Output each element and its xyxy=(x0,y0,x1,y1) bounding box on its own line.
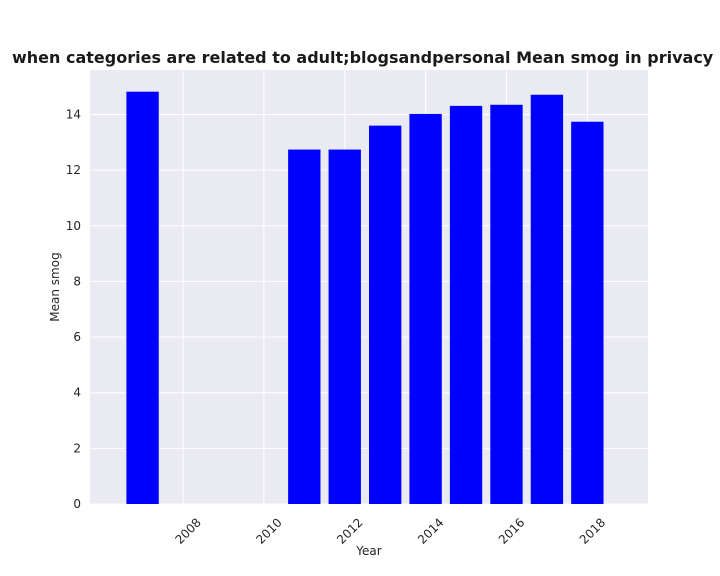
x-tick-label: 2018 xyxy=(577,515,608,546)
bars xyxy=(126,91,604,505)
x-axis-label: Year xyxy=(355,544,381,558)
x-tick-label: 2016 xyxy=(496,515,527,546)
x-tick-label: 2008 xyxy=(172,515,203,546)
bar-2017 xyxy=(530,94,564,504)
bar-2007 xyxy=(126,91,159,504)
y-tick-label: 12 xyxy=(66,163,81,177)
y-tick-label: 4 xyxy=(73,386,81,400)
y-tick-label: 14 xyxy=(66,108,81,122)
x-tick-label: 2012 xyxy=(334,515,365,546)
bar-2015 xyxy=(449,105,483,504)
y-tick-label: 2 xyxy=(73,441,81,455)
bar-2018 xyxy=(571,121,604,504)
bar-2011 xyxy=(288,149,321,505)
y-tick-label: 6 xyxy=(73,330,81,344)
x-tick-label: 2014 xyxy=(415,515,446,546)
y-axis-label: Mean smog xyxy=(48,252,62,321)
chart-title: when categories are related to adult;blo… xyxy=(12,48,720,67)
y-tick-label: 10 xyxy=(66,219,81,233)
y-tick-label: 8 xyxy=(73,274,81,288)
y-tick-label: 0 xyxy=(73,497,81,511)
bar-2016 xyxy=(490,104,523,505)
bar-2013 xyxy=(369,125,402,505)
x-tick-labels: 2008 2010 2012 2014 2016 2018 xyxy=(172,515,608,546)
bar-2012 xyxy=(328,149,361,505)
bar-2014 xyxy=(409,113,442,504)
x-tick-label: 2010 xyxy=(253,515,284,546)
y-tick-labels: 0 2 4 6 8 10 12 14 xyxy=(66,108,81,511)
